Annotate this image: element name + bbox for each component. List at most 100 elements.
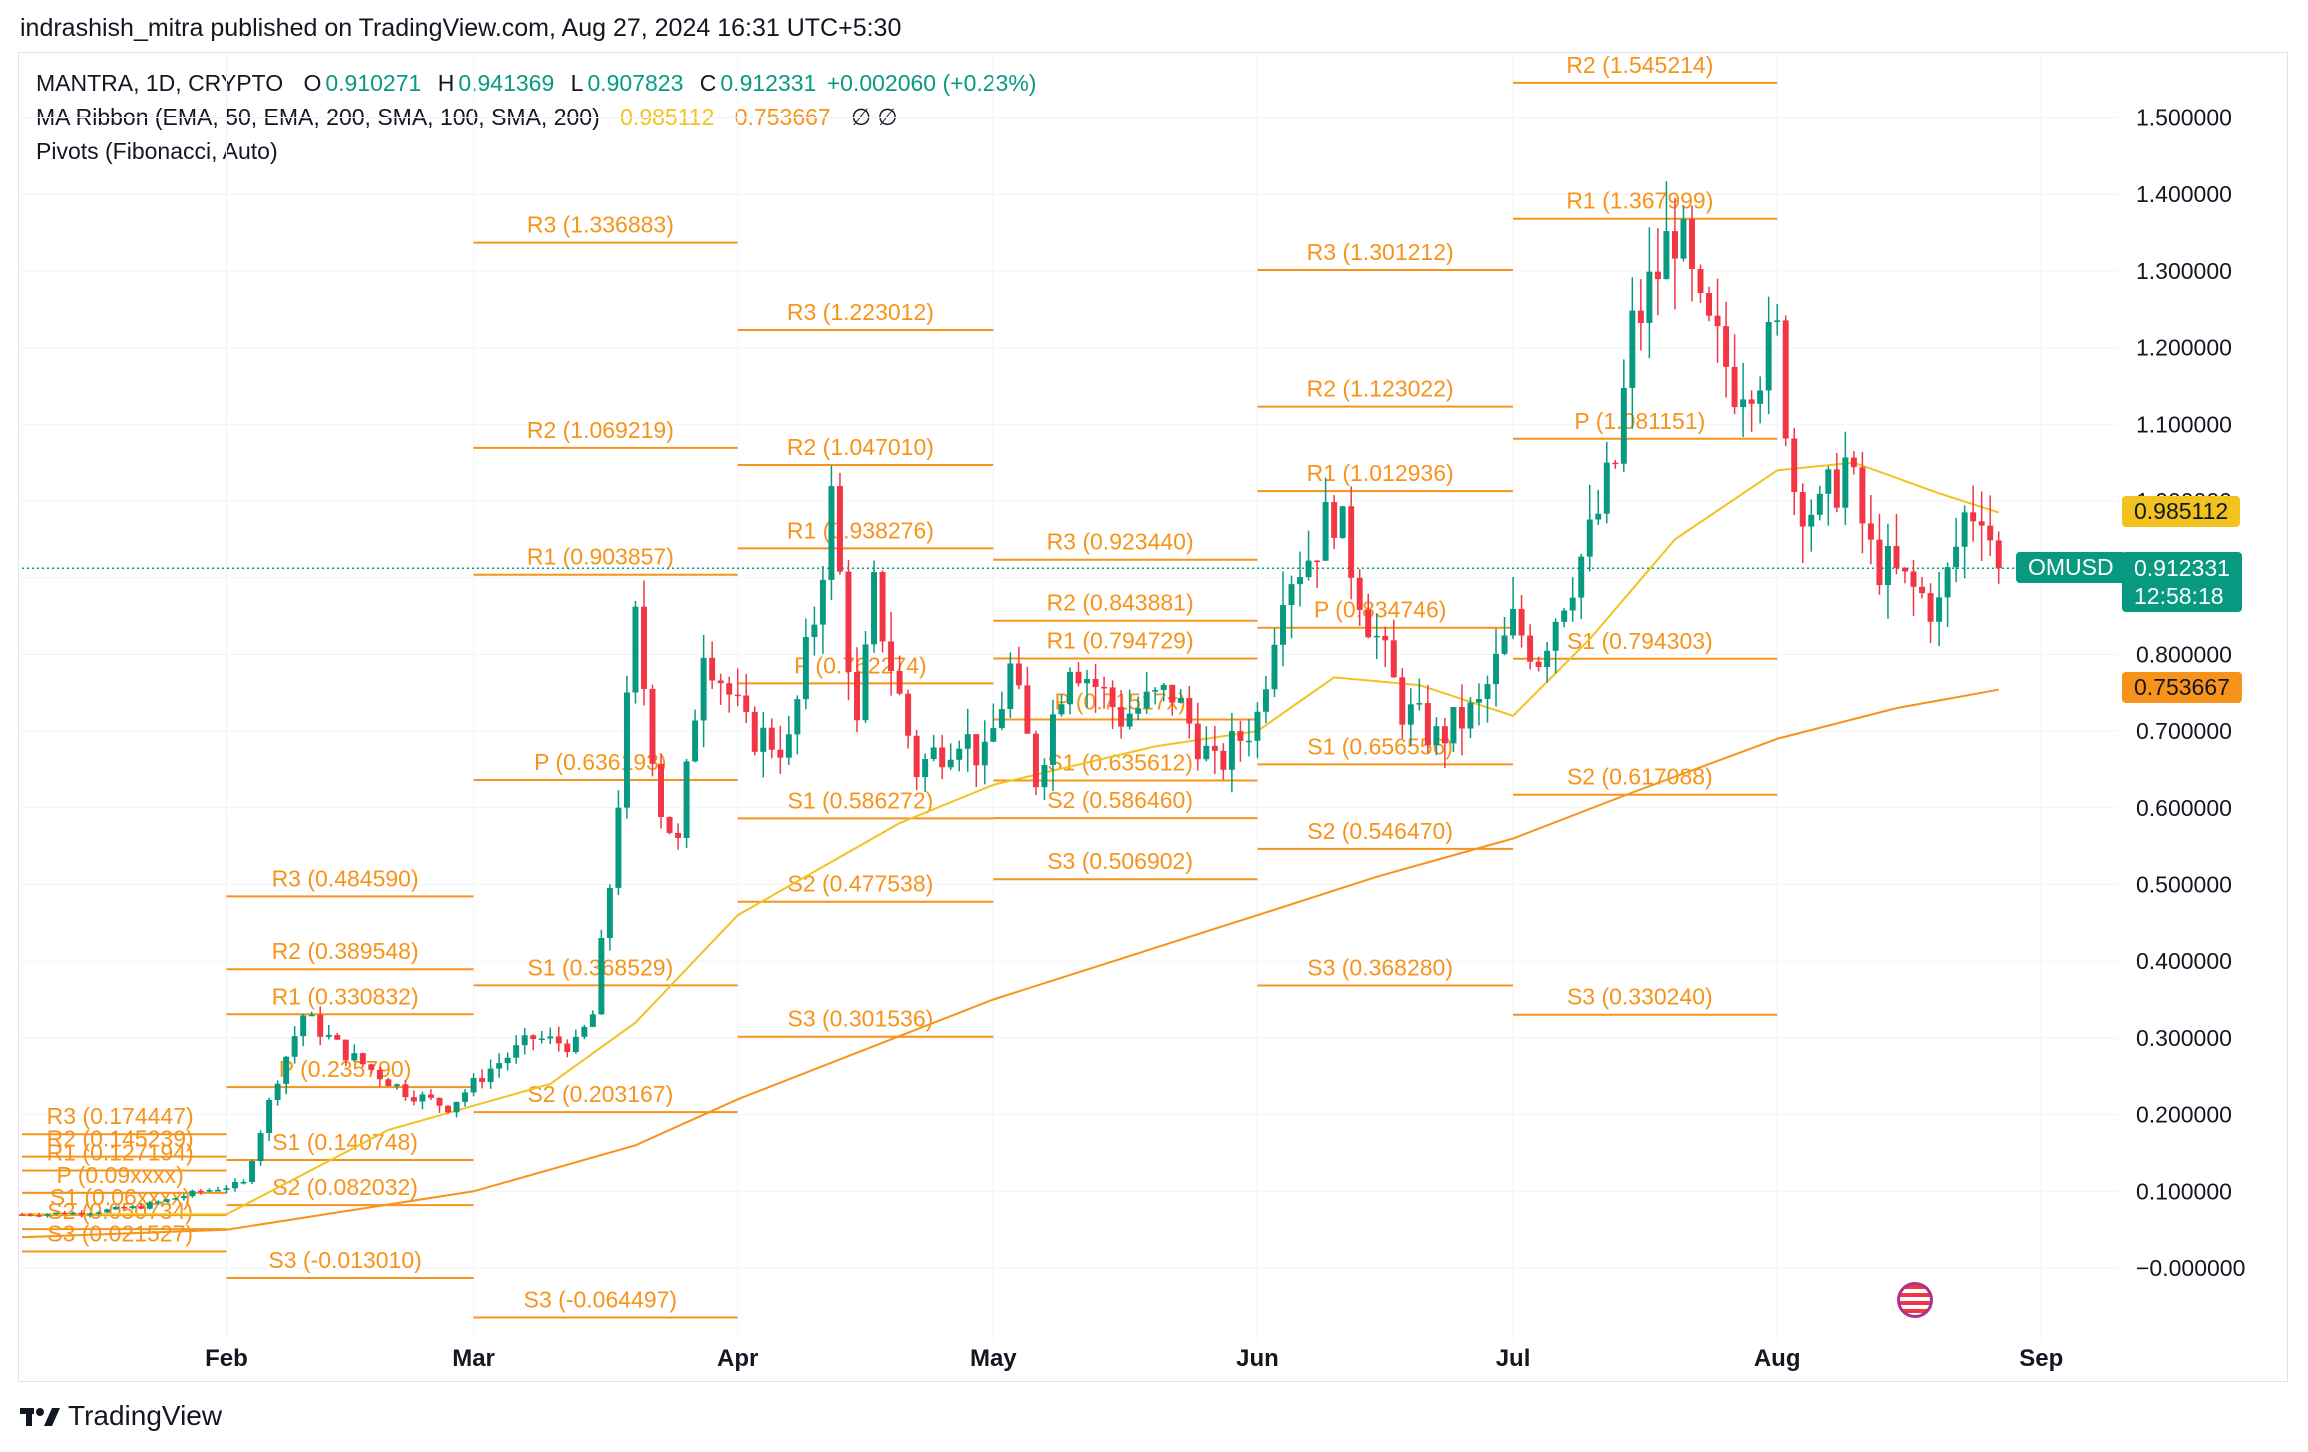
candle-body	[530, 1035, 537, 1039]
candle-body	[1757, 390, 1764, 404]
candle-body	[1799, 492, 1806, 527]
pivot-level-label: S3 (0.368280)	[1307, 955, 1453, 981]
candle-body	[146, 1202, 153, 1209]
pivot-level-label: S3 (0.506902)	[1047, 848, 1193, 874]
candle-body	[1680, 219, 1687, 259]
candle-body	[862, 644, 869, 721]
candle-body	[1518, 608, 1525, 636]
legend-pivots-row: Pivots (Fibonacci, Auto)	[36, 138, 282, 165]
candle-body	[1032, 733, 1039, 788]
candle-body	[547, 1036, 554, 1039]
candle-body	[1723, 326, 1730, 367]
pivot-level-label: S1 (0.635612)	[1047, 749, 1193, 775]
candle-body	[811, 624, 818, 638]
candle-body	[1058, 704, 1065, 715]
pivot-level-label: S2 (0.546470)	[1307, 818, 1453, 844]
candle-body	[836, 486, 843, 572]
candle-body	[317, 1014, 324, 1037]
legend-change: +0.002060 (+0.23%)	[826, 70, 1037, 96]
candle-body	[427, 1094, 434, 1098]
candle-body	[1731, 366, 1738, 408]
candle-body	[1475, 698, 1482, 703]
candle-body	[163, 1199, 170, 1202]
candle-body	[1339, 506, 1346, 538]
y-tick-label: 0.700000	[2136, 718, 2232, 744]
candle-body	[1262, 689, 1269, 712]
legend-symbol[interactable]: MANTRA, 1D, CRYPTO	[36, 70, 284, 96]
candle-body	[879, 572, 886, 642]
legend-close-label: C	[699, 70, 717, 96]
pivot-level-label: R3 (1.301212)	[1307, 239, 1454, 265]
candle-body	[675, 832, 682, 838]
candle-body	[308, 1014, 315, 1017]
candle-body	[1569, 597, 1576, 611]
pivot-level-label: R3 (1.223012)	[787, 299, 934, 325]
candle-body	[726, 683, 733, 695]
candle-body	[1135, 708, 1142, 714]
candle-body	[802, 637, 809, 700]
x-tick-label: Sep	[2019, 1345, 2063, 1372]
candle-body	[692, 720, 699, 762]
candle-body	[1740, 399, 1747, 408]
candle-body	[1893, 546, 1900, 568]
pivot-level-label: R2 (0.389548)	[272, 938, 419, 964]
x-tick-label: Jun	[1236, 1345, 1279, 1372]
candle-body	[1399, 677, 1406, 725]
candle-body	[283, 1056, 290, 1084]
y-tick-label: 1.300000	[2136, 258, 2232, 284]
x-tick-label: Aug	[1754, 1345, 1801, 1372]
candle-body	[419, 1094, 426, 1102]
candle-body	[104, 1209, 111, 1213]
candle-body	[1450, 707, 1457, 744]
candle-body	[1007, 663, 1014, 710]
candle-body	[172, 1198, 179, 1200]
candle-body	[249, 1161, 256, 1182]
candle-body	[1493, 653, 1499, 685]
candle-body	[1876, 539, 1883, 586]
candle-body	[871, 572, 878, 645]
pivot-level-label: R1 (0.938276)	[787, 517, 934, 543]
symbol-price-tag: OMUSD	[2016, 552, 2126, 583]
candle-body	[751, 711, 758, 752]
candle-body	[1186, 698, 1193, 724]
y-tick-label: 0.400000	[2136, 948, 2232, 974]
pivot-level-label: P (0.636193)	[534, 749, 667, 775]
candle-body	[1936, 597, 1943, 622]
bar-countdown: 12:58:18	[2134, 583, 2224, 609]
candle-body	[1561, 610, 1568, 622]
candle-body	[598, 937, 605, 1015]
candle-body	[683, 761, 690, 838]
candle-body	[1390, 640, 1397, 678]
legend-pivots[interactable]: Pivots (Fibonacci, Auto)	[36, 138, 278, 164]
candle-body	[1314, 560, 1321, 563]
candle-body	[1595, 513, 1602, 520]
candle-body	[44, 1214, 51, 1216]
candle-body	[214, 1189, 221, 1192]
pivot-level-label: S3 (0.301536)	[788, 1006, 934, 1032]
candle-body	[641, 606, 647, 689]
footer-brand[interactable]: TradingView	[20, 1400, 222, 1432]
candle-body	[990, 728, 997, 742]
pivot-level-label: S1 (0.794303)	[1567, 628, 1713, 654]
candle-body	[1552, 621, 1559, 651]
candle-body	[1791, 438, 1798, 493]
candle-body	[1220, 750, 1227, 770]
pivot-level-label: R3 (1.336883)	[527, 212, 674, 238]
candle-body	[768, 727, 775, 750]
pivot-level-label: S1 (0.140748)	[272, 1129, 418, 1155]
candle-body	[819, 579, 826, 625]
moving-average-line-ma_slow	[21, 688, 1999, 1239]
pivot-level-label: R1 (1.367999)	[1566, 188, 1713, 214]
candle-body	[1535, 661, 1542, 668]
chart-frame	[18, 52, 2288, 1382]
candle-body	[1322, 502, 1329, 561]
candle-body	[1586, 519, 1593, 557]
flag-icon[interactable]	[1897, 1282, 1933, 1318]
candle-body	[828, 486, 835, 580]
candle-body	[973, 734, 980, 766]
candle-body	[964, 734, 971, 749]
y-tick-label: −0.000000	[2136, 1255, 2245, 1281]
candle-body	[1637, 310, 1644, 323]
candle-body	[538, 1038, 545, 1040]
